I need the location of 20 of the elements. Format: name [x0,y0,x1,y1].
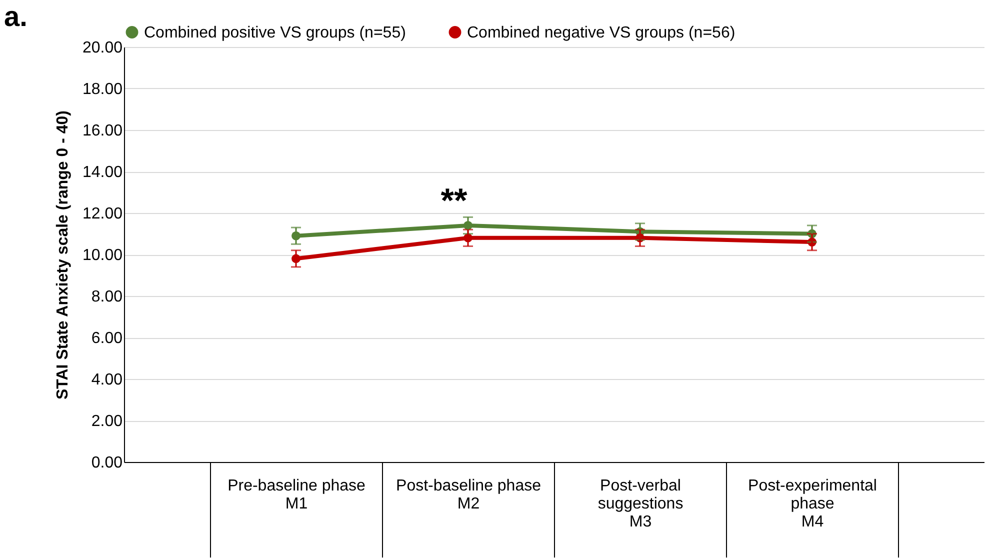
y-axis-title: STAI State Anxiety scale (range 0 - 40) [54,110,72,400]
y-tick-label: 20.00 [82,40,123,56]
legend-label: Combined negative VS groups (n=56) [467,24,736,42]
y-tick-label: 0.00 [91,454,123,472]
x-tick-label: Pre-baseline phase M1 [228,478,366,512]
y-tick-label: 8.00 [91,288,123,306]
y-tick-label: 12.00 [82,206,123,222]
y-tick-label: 14.00 [82,164,123,181]
y-tick-label: 4.00 [91,372,123,388]
y-tick-label: 18.00 [82,81,123,98]
y-tick-label: 16.00 [82,122,123,140]
y-tick-label: 10.00 [82,247,123,264]
legend-label: Combined positive VS groups (n=55) [144,24,406,42]
y-tick-label: 6.00 [91,330,123,347]
chart-title: a. [4,1,28,32]
x-tick-label: Post-verbal suggestions M3 [598,478,684,530]
x-tick-label: Post-experimental phase M4 [748,478,877,530]
y-tick-label: 2.00 [91,413,123,430]
annotation: ** [440,182,468,220]
x-tick-label: Post-baseline phase M2 [396,478,542,512]
